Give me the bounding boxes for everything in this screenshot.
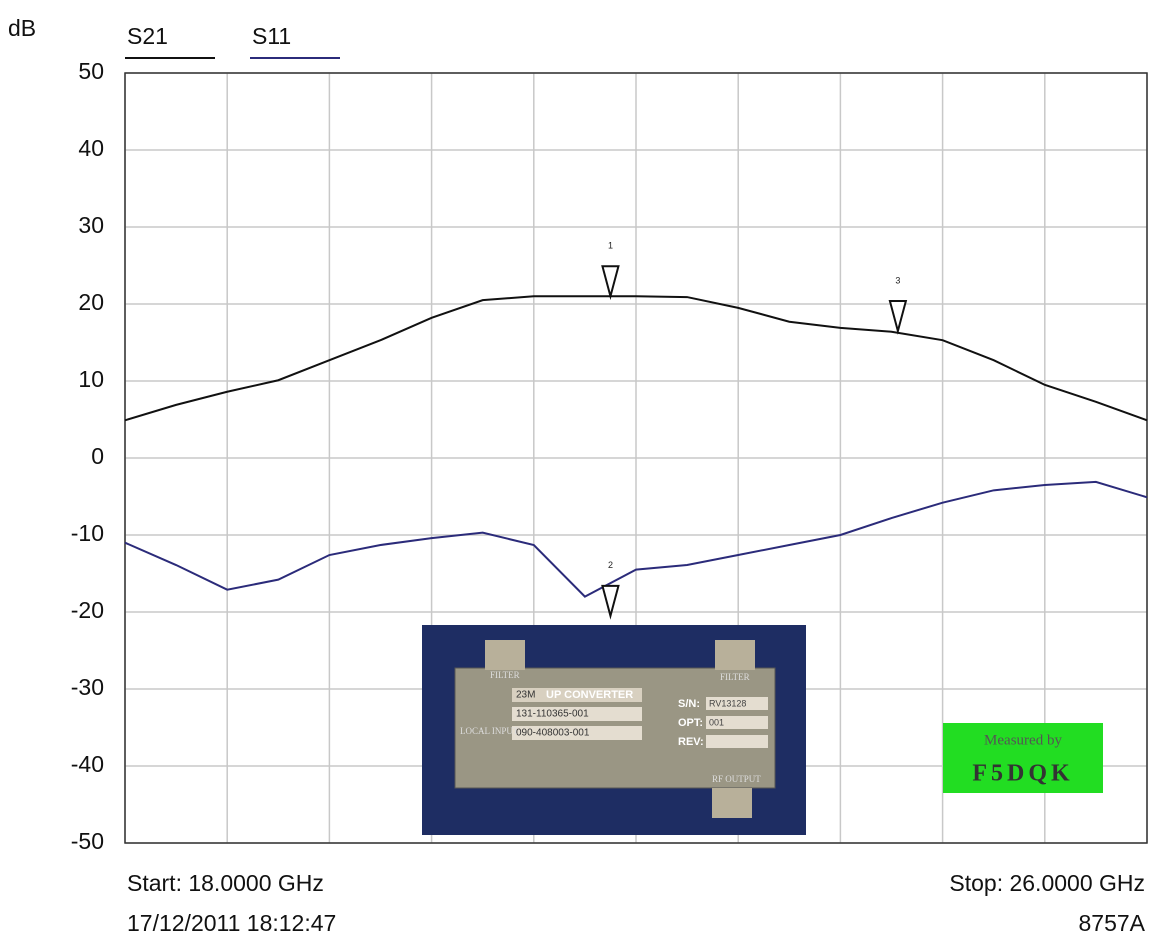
y-tick-label: 0 bbox=[91, 443, 104, 469]
badge bbox=[943, 723, 1103, 793]
connector bbox=[715, 640, 755, 670]
y-tick-label: -40 bbox=[71, 751, 104, 777]
y-tick-label: -50 bbox=[71, 828, 104, 854]
inset-text: OPT: bbox=[678, 717, 703, 729]
plot-area: 50 40 30 20 10 0 -10 -20 -30 -40 -50 S21 S11 1 2 3 bbox=[71, 23, 1148, 854]
y-tick-label: -10 bbox=[71, 520, 104, 546]
marker bbox=[601, 584, 620, 620]
y-tick-label: -30 bbox=[71, 674, 104, 700]
inset-text: S/N: bbox=[678, 698, 700, 710]
inset-photo: FILTER FILTER 23M UP CONVERTER 131-11036… bbox=[422, 625, 806, 835]
label-plate bbox=[512, 726, 642, 740]
inset-text: 131-110365-001 bbox=[516, 709, 589, 720]
y-tick-label: 10 bbox=[78, 366, 104, 392]
label-plate bbox=[706, 735, 768, 748]
plot-frame bbox=[124, 72, 1148, 844]
inset-text: UP CONVERTER bbox=[546, 689, 633, 701]
y-tick-label: 20 bbox=[78, 289, 104, 315]
y-axis-label: dB bbox=[8, 15, 36, 41]
badge-text: Measured by bbox=[984, 732, 1062, 748]
inset-text: FILTER bbox=[720, 672, 750, 682]
inset-text: RF OUTPUT bbox=[712, 774, 761, 784]
legend-label: S21 bbox=[127, 23, 168, 49]
connector bbox=[485, 640, 525, 670]
instrument: 8757A bbox=[1078, 910, 1145, 936]
inset-text: RV13128 bbox=[709, 698, 746, 708]
marker-label: 1 bbox=[608, 241, 613, 251]
inset-text: FILTER bbox=[490, 670, 520, 680]
legend-label: S11 bbox=[252, 23, 291, 49]
inset-text: LOCAL INPUT bbox=[460, 726, 519, 736]
y-tick-label: -20 bbox=[71, 597, 104, 623]
y-tick-label: 40 bbox=[78, 135, 104, 161]
marker-label: 2 bbox=[608, 560, 613, 570]
label-plate bbox=[512, 707, 642, 721]
stop-label: Stop: 26.0000 GHz bbox=[949, 870, 1145, 896]
y-tick-label: 30 bbox=[78, 212, 104, 238]
start-label: Start: 18.0000 GHz bbox=[127, 870, 324, 896]
y-tick-label: 50 bbox=[78, 58, 104, 84]
label-plate bbox=[706, 716, 768, 729]
marker bbox=[601, 265, 620, 301]
label-plate bbox=[706, 697, 768, 710]
connector bbox=[712, 788, 752, 818]
inset-text: 001 bbox=[709, 717, 724, 727]
series-line bbox=[124, 480, 1148, 598]
marker-label: 3 bbox=[895, 275, 900, 285]
label-plate bbox=[512, 688, 642, 702]
badge-text: F5DQK bbox=[972, 761, 1073, 787]
timestamp: 17/12/2011 18:12:47 bbox=[127, 910, 336, 936]
inset-text: REV: bbox=[678, 736, 704, 748]
inset-text: 23M bbox=[516, 690, 535, 701]
inset-text: 090-408003-001 bbox=[516, 728, 590, 739]
series-line bbox=[124, 295, 1148, 422]
marker bbox=[888, 299, 908, 335]
